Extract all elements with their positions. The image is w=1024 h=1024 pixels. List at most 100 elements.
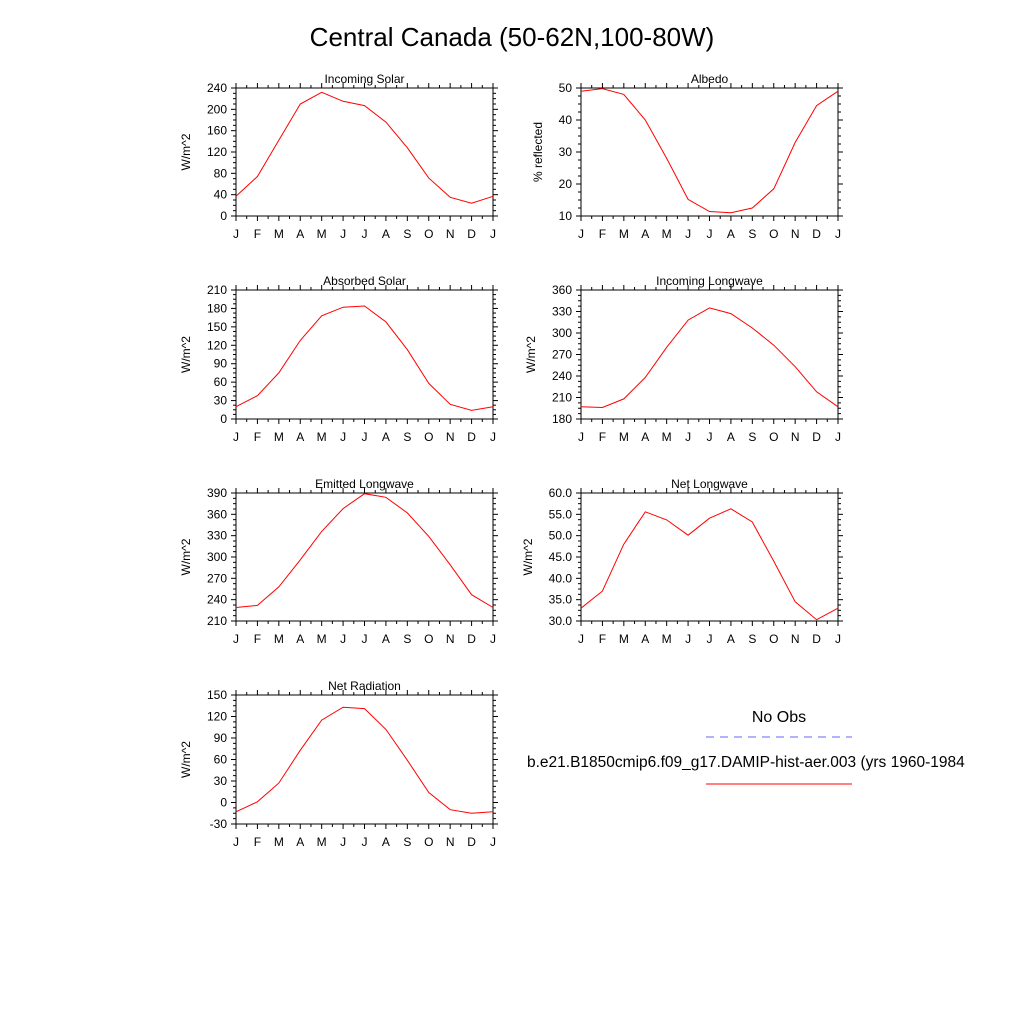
x-tick-label: N <box>446 632 455 646</box>
x-tick-label: A <box>296 632 304 646</box>
panel-title: Absorbed Solar <box>323 274 406 288</box>
x-tick-label: J <box>362 430 368 444</box>
x-tick-label: J <box>340 227 346 241</box>
y-axis-label: W/m^2 <box>524 336 538 373</box>
plot-frame <box>235 289 494 420</box>
x-tick-label: J <box>362 632 368 646</box>
x-tick-label: N <box>791 632 800 646</box>
y-tick-label: 40.0 <box>549 571 573 585</box>
y-tick-label: 120 <box>207 710 227 724</box>
x-tick-label: J <box>835 632 841 646</box>
x-tick-label: M <box>274 835 284 849</box>
x-tick-label: J <box>490 430 496 444</box>
x-tick-label: A <box>382 632 390 646</box>
y-tick-label: 30 <box>214 394 228 408</box>
y-tick-label: 180 <box>207 301 227 315</box>
plot-frame <box>235 87 494 217</box>
x-tick-label: J <box>233 430 239 444</box>
x-tick-label: M <box>619 632 629 646</box>
x-tick-label: J <box>835 227 841 241</box>
series-line <box>580 88 839 214</box>
y-tick-label: 270 <box>552 348 572 362</box>
x-tick-label: J <box>707 430 713 444</box>
x-tick-label: N <box>446 835 455 849</box>
figure-title: Central Canada (50-62N,100-80W) <box>310 22 715 52</box>
x-tick-label: N <box>791 227 800 241</box>
y-axis-label: W/m^2 <box>179 133 193 170</box>
panel-title: Incoming Longwave <box>656 274 763 288</box>
x-tick-label: M <box>662 430 672 444</box>
series-line <box>235 706 494 814</box>
y-tick-label: 90 <box>214 357 228 371</box>
y-tick-label: 50.0 <box>549 529 573 543</box>
x-tick-label: M <box>317 632 327 646</box>
y-tick-label: 90 <box>214 731 228 745</box>
y-axis-label: % reflected <box>531 122 545 182</box>
x-tick-label: F <box>254 835 261 849</box>
x-tick-label: M <box>274 227 284 241</box>
y-tick-label: 120 <box>207 338 227 352</box>
x-tick-label: S <box>748 430 756 444</box>
y-tick-label: 0 <box>220 412 227 426</box>
series-line <box>580 307 839 409</box>
x-tick-label: D <box>467 632 476 646</box>
y-tick-label: -30 <box>210 817 228 831</box>
y-tick-label: 80 <box>214 166 228 180</box>
y-axis-label: W/m^2 <box>179 538 193 575</box>
x-tick-label: A <box>382 430 390 444</box>
x-tick-label: A <box>727 632 735 646</box>
x-tick-label: J <box>835 430 841 444</box>
plot-frame <box>235 694 494 825</box>
x-tick-label: M <box>619 430 629 444</box>
x-tick-label: M <box>662 632 672 646</box>
x-tick-label: J <box>578 632 584 646</box>
y-tick-label: 60 <box>214 375 228 389</box>
x-tick-label: D <box>812 632 821 646</box>
y-tick-label: 360 <box>207 507 227 521</box>
x-tick-label: S <box>403 632 411 646</box>
x-tick-label: J <box>578 227 584 241</box>
x-tick-label: J <box>490 227 496 241</box>
x-tick-label: F <box>599 632 606 646</box>
x-tick-label: M <box>274 430 284 444</box>
x-tick-label: J <box>685 430 691 444</box>
x-tick-label: A <box>382 227 390 241</box>
x-tick-label: J <box>685 227 691 241</box>
y-tick-label: 55.0 <box>549 507 573 521</box>
x-tick-label: A <box>641 430 649 444</box>
series-line <box>235 91 494 204</box>
y-tick-label: 300 <box>207 550 227 564</box>
y-tick-label: 0 <box>220 796 227 810</box>
x-tick-label: A <box>296 227 304 241</box>
y-tick-label: 60 <box>214 753 228 767</box>
x-tick-label: A <box>296 430 304 444</box>
x-tick-label: J <box>685 632 691 646</box>
x-tick-label: N <box>446 430 455 444</box>
x-tick-label: D <box>812 430 821 444</box>
plot-frame <box>580 492 839 622</box>
y-axis-label: W/m^2 <box>179 336 193 373</box>
x-tick-label: J <box>362 835 368 849</box>
x-tick-label: S <box>748 632 756 646</box>
x-tick-label: O <box>769 632 778 646</box>
x-tick-label: M <box>619 227 629 241</box>
x-tick-label: A <box>382 835 390 849</box>
y-tick-label: 210 <box>552 391 572 405</box>
x-tick-label: S <box>403 835 411 849</box>
series-line <box>580 508 839 621</box>
y-tick-label: 240 <box>552 369 572 383</box>
y-axis-label: W/m^2 <box>179 741 193 778</box>
x-tick-label: J <box>490 632 496 646</box>
y-tick-label: 180 <box>552 412 572 426</box>
y-tick-label: 30 <box>214 774 228 788</box>
panel-title: Emitted Longwave <box>315 477 414 491</box>
y-tick-label: 240 <box>207 81 227 95</box>
x-tick-label: J <box>340 632 346 646</box>
y-tick-label: 240 <box>207 593 227 607</box>
